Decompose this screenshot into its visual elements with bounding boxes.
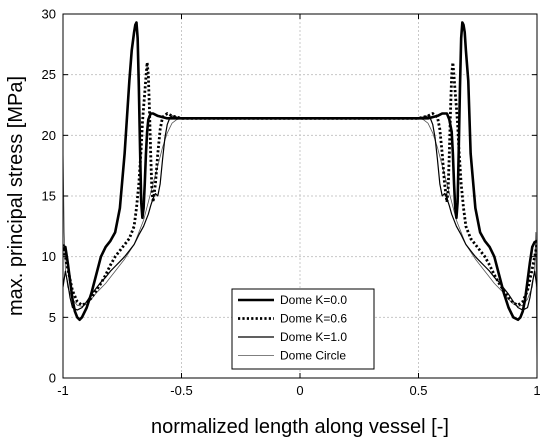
series-line-0	[63, 21, 537, 322]
series-layer	[63, 21, 537, 372]
legend-label: Dome K=1.0	[280, 330, 347, 344]
x-tick-label: -1	[57, 383, 69, 398]
y-tick-label: 30	[42, 7, 56, 22]
series-line-1	[63, 61, 537, 307]
x-tick-label: 0	[296, 383, 303, 398]
y-tick-label: 10	[42, 249, 56, 264]
y-tick-label: 25	[42, 67, 56, 82]
x-tick-label: 0.5	[409, 383, 427, 398]
y-tick-label: 20	[42, 128, 56, 143]
legend-label: Dome Circle	[280, 349, 346, 363]
x-axis-title: normalized length along vessel [-]	[151, 416, 449, 438]
legend-label: Dome K=0.0	[280, 293, 347, 307]
legend: Dome K=0.0 Dome K=0.6 Dome K=1.0 Dome Circl…	[231, 288, 375, 370]
y-tick-label: 5	[49, 310, 56, 325]
y-tick-label: 15	[42, 189, 56, 204]
y-tick-label: 0	[49, 371, 56, 386]
x-tick-label: 1	[533, 383, 540, 398]
legend-label: Dome K=0.6	[280, 312, 347, 326]
y-axis-title: max. principal stress [MPa]	[5, 76, 27, 316]
x-tick-label: -0.5	[170, 383, 192, 398]
